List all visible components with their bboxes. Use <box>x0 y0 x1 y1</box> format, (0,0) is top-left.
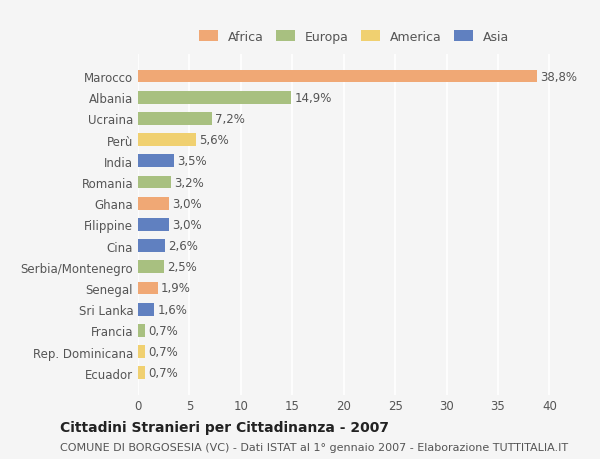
Text: 2,5%: 2,5% <box>167 261 197 274</box>
Bar <box>138 303 154 316</box>
Text: 7,2%: 7,2% <box>215 112 245 126</box>
Bar <box>138 325 145 337</box>
Bar <box>138 197 169 210</box>
Text: 14,9%: 14,9% <box>295 91 332 105</box>
Text: 3,0%: 3,0% <box>172 218 202 231</box>
Bar <box>138 71 537 83</box>
Bar <box>138 134 196 147</box>
Bar <box>138 261 164 274</box>
Bar <box>138 240 165 252</box>
Text: 3,2%: 3,2% <box>174 176 204 189</box>
Text: 2,6%: 2,6% <box>168 240 198 252</box>
Bar <box>138 218 169 231</box>
Text: 0,7%: 0,7% <box>148 366 178 380</box>
Text: 3,5%: 3,5% <box>177 155 207 168</box>
Bar <box>138 113 212 125</box>
Text: 1,9%: 1,9% <box>161 282 191 295</box>
Text: Cittadini Stranieri per Cittadinanza - 2007: Cittadini Stranieri per Cittadinanza - 2… <box>60 420 389 435</box>
Bar <box>138 346 145 358</box>
Text: 0,7%: 0,7% <box>148 324 178 337</box>
Bar <box>138 176 171 189</box>
Text: COMUNE DI BORGOSESIA (VC) - Dati ISTAT al 1° gennaio 2007 - Elaborazione TUTTITA: COMUNE DI BORGOSESIA (VC) - Dati ISTAT a… <box>60 442 568 452</box>
Text: 0,7%: 0,7% <box>148 345 178 358</box>
Bar <box>138 155 174 168</box>
Text: 38,8%: 38,8% <box>540 70 577 84</box>
Bar <box>138 367 145 379</box>
Text: 3,0%: 3,0% <box>172 197 202 210</box>
Text: 1,6%: 1,6% <box>158 303 187 316</box>
Legend: Africa, Europa, America, Asia: Africa, Europa, America, Asia <box>195 28 513 48</box>
Bar <box>138 282 158 295</box>
Text: 5,6%: 5,6% <box>199 134 229 147</box>
Bar <box>138 92 291 104</box>
